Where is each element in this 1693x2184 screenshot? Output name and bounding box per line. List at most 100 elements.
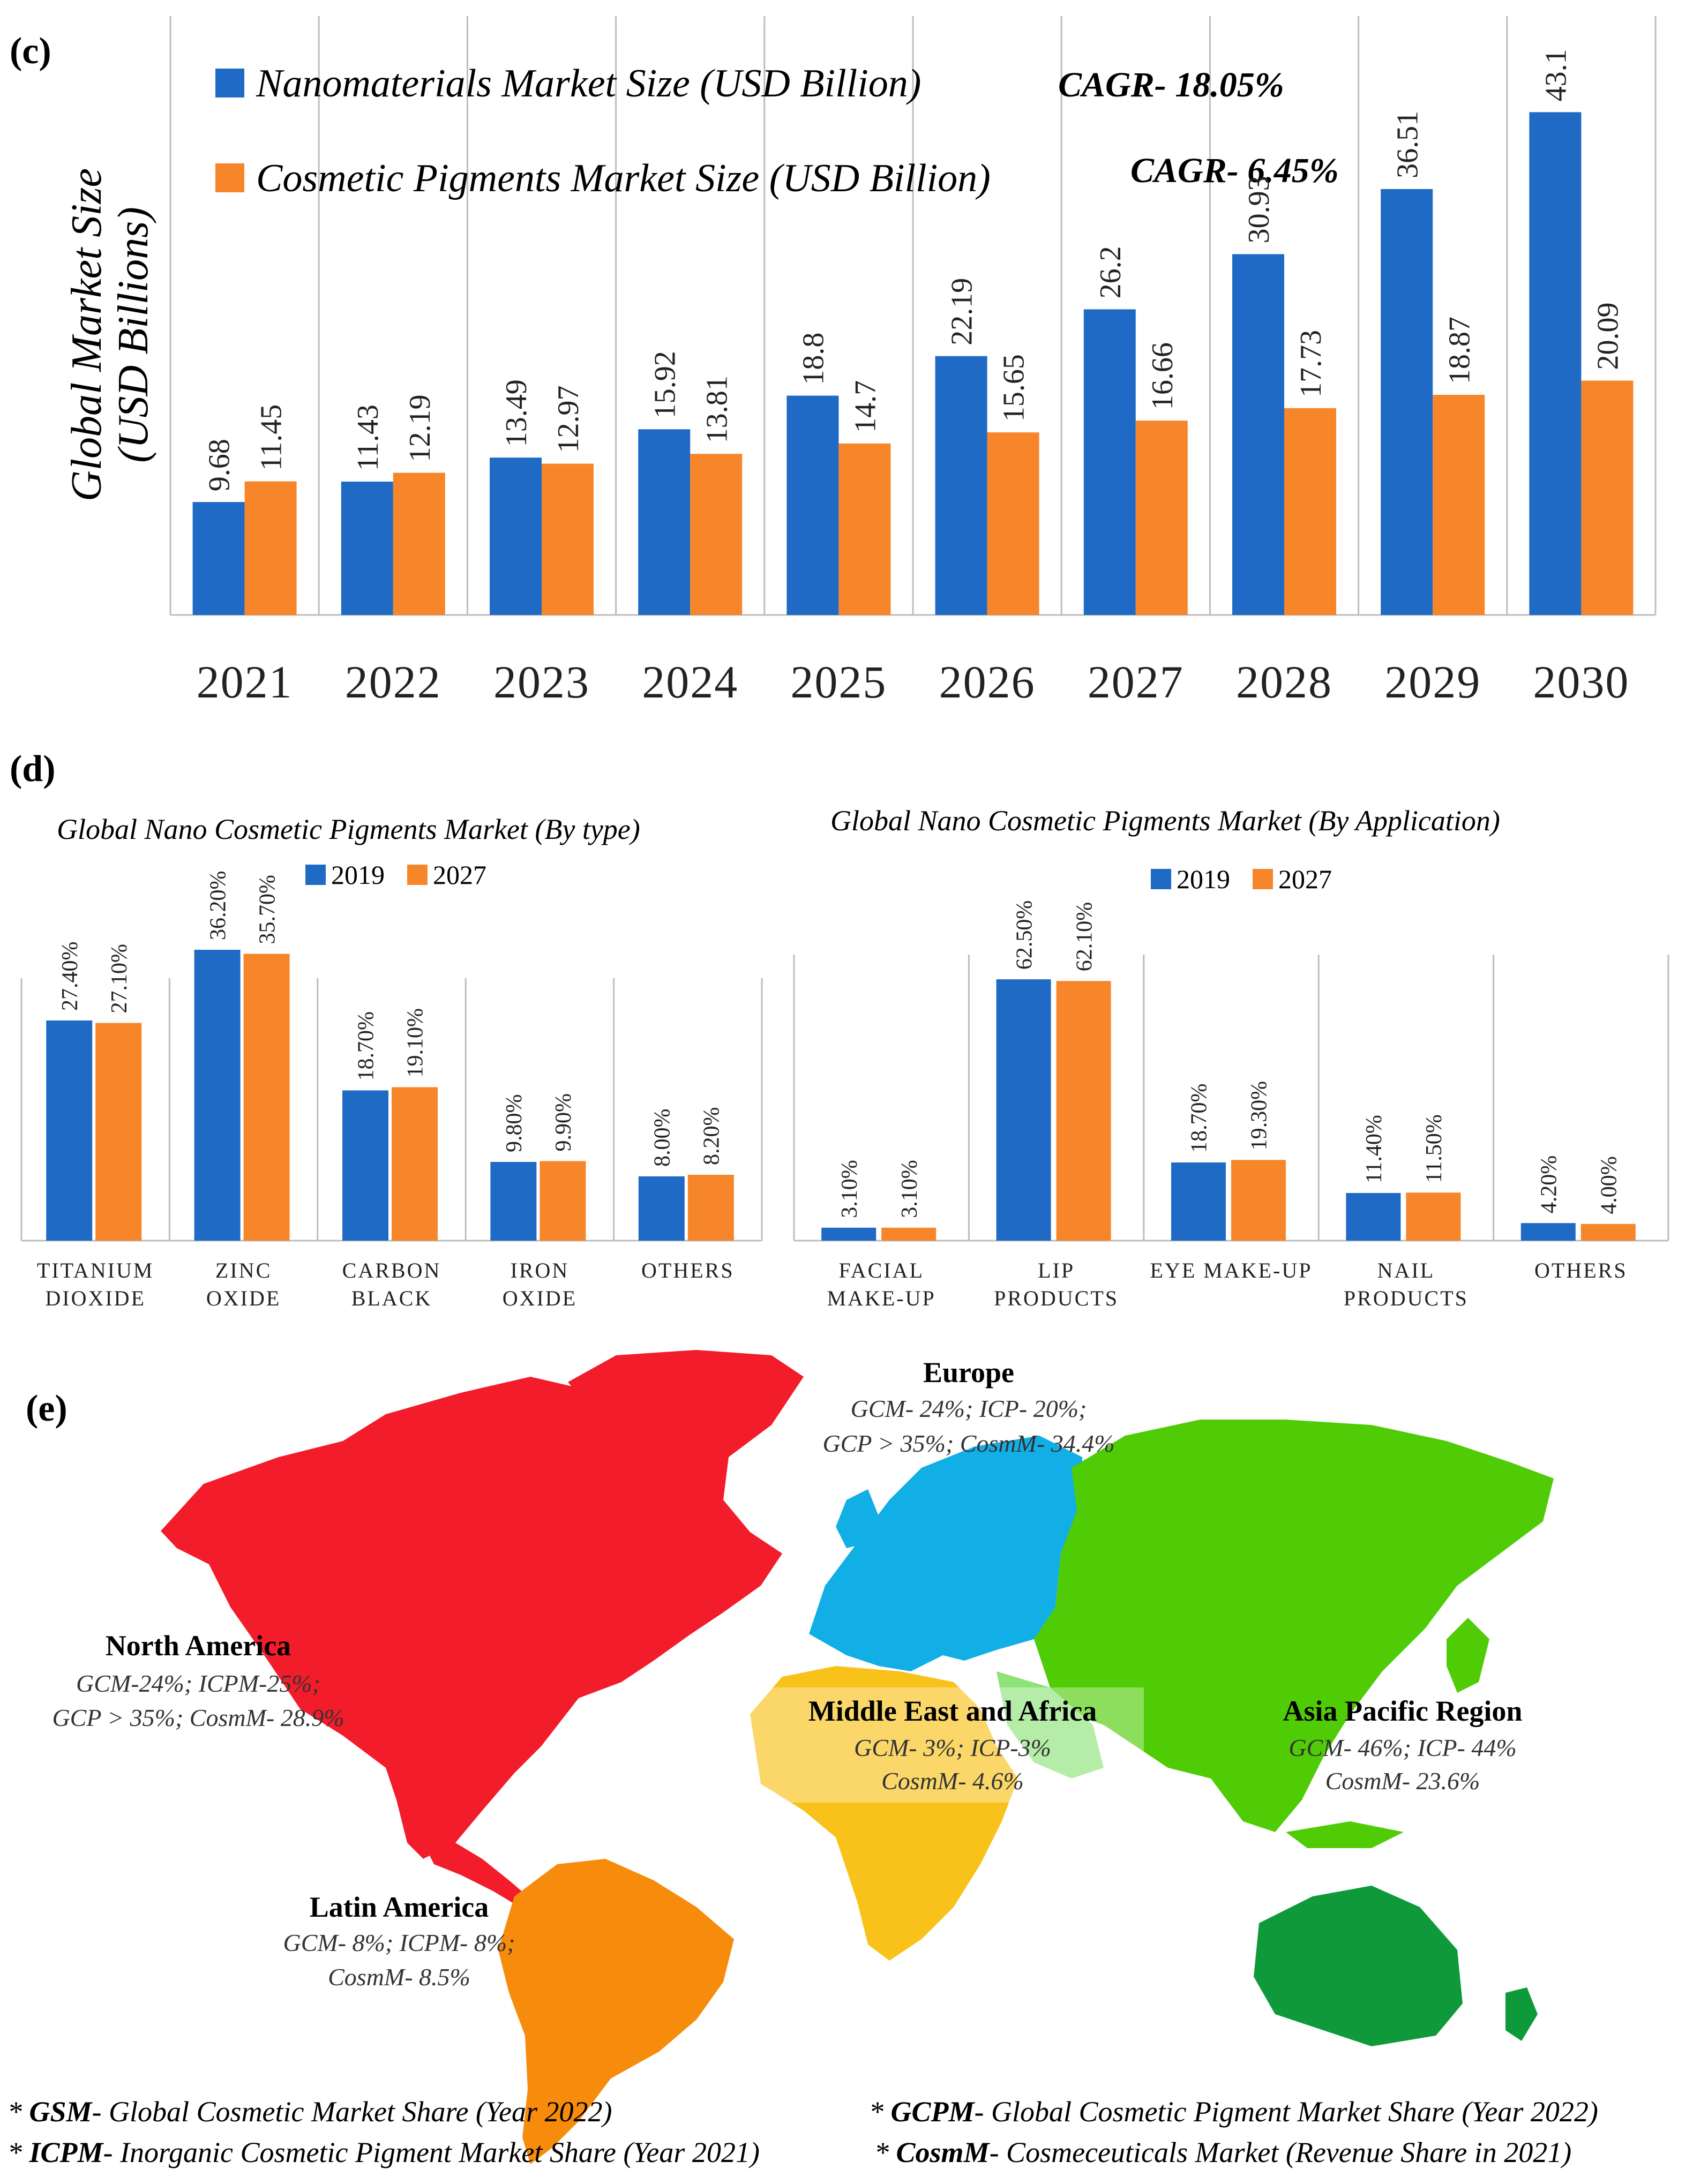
type-chart-tick-label: IRON <box>511 1258 570 1282</box>
type-legend-swatch-2027 <box>407 865 428 885</box>
footnotes: * GSM- Global Cosmetic Market Share (Yea… <box>8 2096 1598 2168</box>
market-size-tick-label: 2023 <box>493 656 590 708</box>
footnote-cosmm-abbr: CosmM <box>896 2136 991 2168</box>
market-size-bar-2027-s1 <box>1135 421 1188 615</box>
panel-d: (d) Global Nano Cosmetic Pigments Market… <box>10 748 1669 1310</box>
apac-line1: GCM- 46%; ICP- 44% <box>1289 1734 1516 1761</box>
legend-swatch-nanomaterials <box>215 69 244 97</box>
application-chart-gridlines <box>793 955 1669 1241</box>
market-size-data-label: 26.2 <box>1094 246 1127 298</box>
market-size-bar-2021-s1 <box>244 481 297 615</box>
panel-c-gridlines <box>169 16 1657 615</box>
footnote-gsm-abbr: GSM <box>29 2096 93 2128</box>
type-chart-tick-label: ZINC <box>215 1258 272 1282</box>
type-chart-data-label: 9.80% <box>502 1094 527 1153</box>
panel-d-label: (d) <box>10 748 56 790</box>
market-size-data-label: 16.66 <box>1146 342 1179 410</box>
market-size-bar-2026-s0 <box>935 356 987 615</box>
market-size-bar-2029-s0 <box>1381 189 1433 616</box>
application-chart-bars: 3.10% 3.10% FACIAL MAKE-UP 62.50% 62.10% LIP PR… <box>821 900 1636 1310</box>
type-chart-data-label: 27.40% <box>58 942 83 1011</box>
application-chart-data-label: 4.20% <box>1537 1155 1562 1214</box>
market-size-tick-label: 2029 <box>1384 656 1481 708</box>
mea-label-backdrop <box>750 1687 1144 1803</box>
market-size-bar-2022-s0 <box>341 482 393 615</box>
market-size-bar-2022-s1 <box>393 472 445 615</box>
type-chart-title: Global Nano Cosmetic Pigments Market (By… <box>57 813 640 845</box>
application-chart-tick-label: PRODUCTS <box>994 1286 1119 1310</box>
market-size-data-label: 43.1 <box>1540 49 1573 101</box>
apac-name: Asia Pacific Region <box>1283 1695 1523 1727</box>
footnote-icpm-abbr: ICPM <box>29 2136 104 2168</box>
type-chart-bar-zinc-oxide-s0 <box>194 950 241 1241</box>
latin-america-line2: CosmM- 8.5% <box>328 1963 470 1991</box>
market-size-bar-2028-s0 <box>1232 254 1284 615</box>
region-europe-uk <box>836 1489 879 1548</box>
market-size-bar-2021-s0 <box>192 502 245 615</box>
type-legend-label-2027: 2027 <box>433 860 486 890</box>
application-chart-tick-label: LIP <box>1038 1258 1075 1282</box>
application-chart-data-label: 18.70% <box>1187 1084 1212 1153</box>
region-labels: Europe GCM- 24%; ICP- 20%; GCP > 35%; Co… <box>52 1356 1522 1991</box>
market-size-bar-2025-s1 <box>838 443 891 615</box>
type-chart-tick-label: CARBON <box>342 1258 441 1282</box>
type-chart-tick-label: DIOXIDE <box>45 1286 146 1310</box>
footnote-gcpm-text: - Global Cosmetic Pigment Market Share (… <box>975 2096 1598 2128</box>
legend-cagr-nanomaterials: CAGR- 18.05% <box>1058 65 1284 104</box>
footnote-icpm-text: - Inorganic Cosmetic Pigment Market Shar… <box>103 2136 760 2168</box>
type-chart-bar-carbon-black-s0 <box>342 1090 388 1241</box>
type-chart-tick-label: OTHERS <box>641 1258 735 1282</box>
region-europe <box>809 1436 1082 1671</box>
application-chart-bar-facial-make-up-s0 <box>821 1227 877 1241</box>
europe-name: Europe <box>923 1356 1014 1389</box>
region-middle-east-africa <box>750 1666 1018 1961</box>
application-chart-data-label: 11.40% <box>1362 1115 1387 1183</box>
application-chart-tick-label: FACIAL <box>838 1258 924 1282</box>
application-chart-title: Global Nano Cosmetic Pigments Market (By… <box>830 805 1500 837</box>
footnote-gsm: * GSM- Global Cosmetic Market Share (Yea… <box>8 2096 612 2128</box>
market-size-bar-2030-s0 <box>1529 112 1582 615</box>
market-size-data-label: 11.43 <box>351 404 385 471</box>
type-chart-tick-label: OXIDE <box>206 1286 281 1310</box>
type-chart-bar-zinc-oxide-s1 <box>243 954 290 1241</box>
mea-line1: GCM- 3%; ICP-3% <box>854 1734 1051 1761</box>
type-chart-data-label: 18.70% <box>354 1011 379 1081</box>
type-chart-gridlines <box>20 978 763 1241</box>
region-asia-pacific-japan <box>1447 1618 1489 1693</box>
application-chart-data-label: 3.10% <box>897 1160 922 1218</box>
north-america-line2: GCP > 35%; CosmM- 28.9% <box>52 1704 344 1731</box>
market-size-tick-label: 2028 <box>1236 656 1332 708</box>
market-size-data-label: 13.49 <box>500 379 533 447</box>
market-size-data-label: 18.87 <box>1443 317 1476 384</box>
application-chart-data-label: 19.30% <box>1247 1081 1272 1151</box>
market-size-tick-label: 2021 <box>197 656 293 708</box>
application-chart-data-label: 62.10% <box>1072 902 1097 972</box>
application-legend-label-2027: 2027 <box>1278 864 1332 894</box>
footnote-cosmm: * CosmM- Cosmeceuticals Market (Revenue … <box>874 2136 1571 2168</box>
market-size-bar-2023-s0 <box>490 457 542 615</box>
region-north-america <box>161 1377 782 1859</box>
footnote-gcpm: * GCPM- Global Cosmetic Pigment Market S… <box>869 2096 1598 2128</box>
market-size-bar-2030-s1 <box>1581 380 1634 615</box>
application-chart-bar-lip-products-s0 <box>996 979 1051 1241</box>
market-size-data-label: 18.8 <box>797 333 830 385</box>
type-chart-bar-others-s1 <box>687 1175 734 1241</box>
type-legend-swatch-2019 <box>305 865 326 885</box>
market-size-data-label: 36.51 <box>1391 111 1424 178</box>
panel-e-label: (e) <box>26 1388 68 1429</box>
panel-e: (e) Europe GCM- 24%; ICP- 20%; GCP > 35%… <box>8 1350 1598 2168</box>
panel-c: (c) Nanomaterials Market Size (USD Billi… <box>10 16 1657 708</box>
market-size-tick-label: 2027 <box>1088 656 1184 708</box>
type-chart-tick-label: OXIDE <box>503 1286 577 1310</box>
legend-cagr-cosmetic-pigments: CAGR- 6.45% <box>1130 151 1339 190</box>
type-chart-tick-label: BLACK <box>351 1286 432 1310</box>
type-chart-data-label: 19.10% <box>403 1008 428 1078</box>
legend-label-cosmetic-pigments: Cosmetic Pigments Market Size (USD Billi… <box>256 156 991 200</box>
application-legend-swatch-2027 <box>1253 869 1273 889</box>
north-america-name: North America <box>106 1630 291 1662</box>
market-size-data-label: 9.68 <box>203 439 236 491</box>
application-chart-tick-label: NAIL <box>1377 1258 1435 1282</box>
market-size-bar-2024-s0 <box>638 429 691 615</box>
footnote-cosmm-text: - Cosmeceuticals Market (Revenue Share i… <box>990 2136 1572 2168</box>
application-chart-bar-lip-products-s1 <box>1056 981 1111 1241</box>
